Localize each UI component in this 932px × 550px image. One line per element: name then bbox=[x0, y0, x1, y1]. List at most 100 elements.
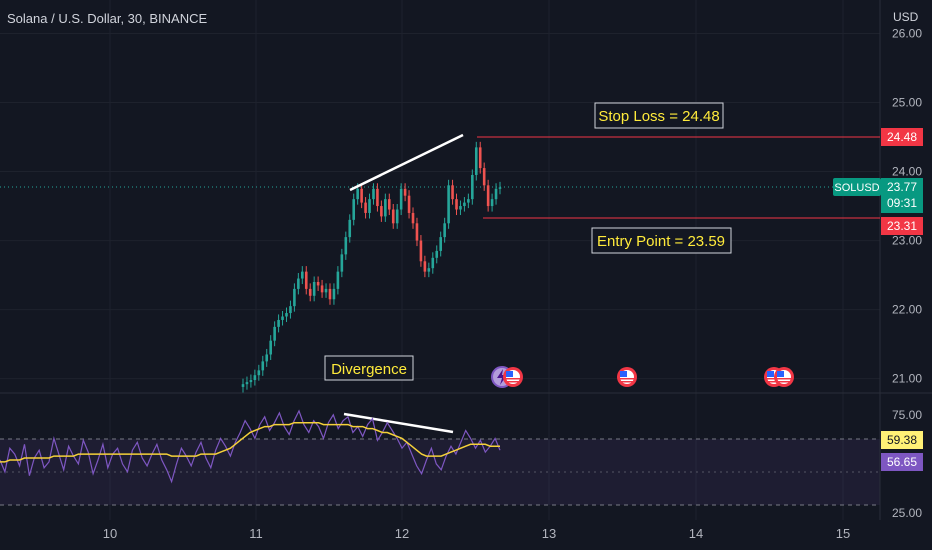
candle bbox=[384, 193, 387, 222]
candle-body bbox=[419, 240, 423, 262]
candle bbox=[304, 266, 308, 295]
candle bbox=[340, 248, 344, 278]
candle-body bbox=[312, 281, 316, 296]
candle bbox=[285, 307, 288, 323]
time-tick-label: 14 bbox=[689, 526, 703, 541]
candle-body bbox=[289, 306, 292, 314]
candle-body bbox=[285, 313, 288, 317]
stop-loss-annotation[interactable]: Stop Loss = 24.48 bbox=[594, 102, 724, 129]
grid-lines bbox=[0, 0, 880, 520]
candle bbox=[411, 207, 415, 229]
symbol-badge: SOLUSD bbox=[833, 178, 881, 196]
candle bbox=[471, 169, 474, 205]
candle-body bbox=[376, 188, 379, 207]
candle bbox=[332, 283, 336, 305]
rsi-trend-line[interactable] bbox=[343, 412, 454, 434]
candle-body bbox=[395, 209, 399, 224]
candle-body bbox=[467, 199, 470, 203]
entry-price: 23.31 bbox=[887, 219, 917, 233]
stop-loss-price: 24.48 bbox=[887, 130, 917, 144]
candle-body bbox=[348, 219, 352, 238]
candle bbox=[439, 231, 442, 257]
candle-body bbox=[261, 361, 265, 371]
price-tick-label: 23.00 bbox=[892, 234, 922, 248]
candle-body bbox=[451, 185, 454, 200]
candle bbox=[431, 252, 435, 274]
candle bbox=[269, 335, 272, 361]
candle bbox=[320, 279, 324, 298]
candle-body bbox=[391, 209, 395, 224]
candle-body bbox=[411, 212, 415, 224]
candle bbox=[443, 217, 446, 243]
candle-body bbox=[249, 380, 253, 383]
candle-body bbox=[344, 237, 348, 255]
candle bbox=[352, 193, 356, 226]
candle-body bbox=[257, 370, 261, 376]
candle-body bbox=[459, 206, 462, 210]
candle-body bbox=[304, 271, 308, 289]
us-flag-event-icon[interactable] bbox=[774, 367, 794, 387]
rsi-signal-line bbox=[0, 421, 500, 463]
us-flag-event-icon[interactable] bbox=[503, 367, 523, 387]
stop-loss-text: Stop Loss = 24.48 bbox=[598, 108, 719, 125]
price-axis: 26.00 25.00 24.00 23.00 22.00 21.00 bbox=[892, 26, 922, 385]
candle bbox=[451, 179, 454, 205]
price-tick-label: 25.00 bbox=[892, 95, 922, 109]
us-flag-event-icon[interactable] bbox=[617, 367, 637, 387]
candle bbox=[281, 310, 284, 326]
candle-body bbox=[308, 288, 312, 296]
time-tick-label: 10 bbox=[103, 526, 117, 541]
rsi-lines bbox=[0, 409, 501, 484]
candle-body bbox=[265, 354, 269, 362]
candle-body bbox=[435, 250, 439, 258]
current-price: 23.77 bbox=[887, 180, 917, 194]
candle bbox=[312, 276, 316, 302]
event-icons bbox=[491, 366, 794, 388]
candle bbox=[455, 193, 458, 216]
candle bbox=[328, 283, 332, 305]
divergence-annotation[interactable]: Divergence bbox=[324, 355, 414, 381]
candle-body bbox=[328, 288, 332, 300]
candle-body bbox=[320, 285, 324, 293]
candle bbox=[289, 300, 292, 319]
candle bbox=[427, 262, 431, 278]
candle bbox=[253, 369, 257, 386]
candle bbox=[423, 255, 427, 278]
candle bbox=[376, 183, 379, 212]
symbol-text: SOLUSD bbox=[834, 182, 879, 194]
candle-body bbox=[281, 316, 284, 320]
candle-body bbox=[360, 188, 363, 203]
price-trend-line[interactable] bbox=[349, 133, 464, 192]
bar-countdown: 09:31 bbox=[887, 196, 917, 210]
current-price-label: 23.77 09:31 bbox=[881, 178, 923, 213]
candle-body bbox=[498, 187, 502, 189]
candle-body bbox=[332, 288, 336, 300]
candle-body bbox=[301, 271, 304, 279]
candle-body bbox=[293, 288, 296, 307]
candle-body bbox=[474, 147, 478, 175]
candle-body bbox=[245, 382, 249, 385]
entry-point-annotation[interactable]: Entry Point = 23.59 bbox=[591, 227, 732, 254]
rsi-value-label: 56.65 bbox=[881, 453, 923, 471]
candle-body bbox=[297, 278, 300, 289]
candle bbox=[301, 266, 304, 285]
candle bbox=[348, 214, 352, 243]
candle bbox=[447, 179, 450, 229]
candle-body bbox=[372, 188, 375, 200]
candle bbox=[249, 374, 253, 388]
candle-body bbox=[423, 261, 427, 272]
candle bbox=[336, 266, 340, 295]
candle-body bbox=[368, 199, 371, 213]
candle-body bbox=[277, 319, 280, 327]
candle-body bbox=[269, 340, 272, 355]
candle bbox=[478, 141, 482, 174]
candle bbox=[360, 183, 363, 209]
candle bbox=[293, 283, 296, 312]
candle bbox=[486, 179, 490, 212]
candle-body bbox=[471, 174, 474, 200]
candle bbox=[399, 183, 403, 216]
stop-loss-price-label: 24.48 bbox=[881, 128, 923, 146]
candle bbox=[344, 231, 348, 260]
rsi-value: 56.65 bbox=[887, 455, 917, 469]
candle-body bbox=[253, 375, 257, 381]
